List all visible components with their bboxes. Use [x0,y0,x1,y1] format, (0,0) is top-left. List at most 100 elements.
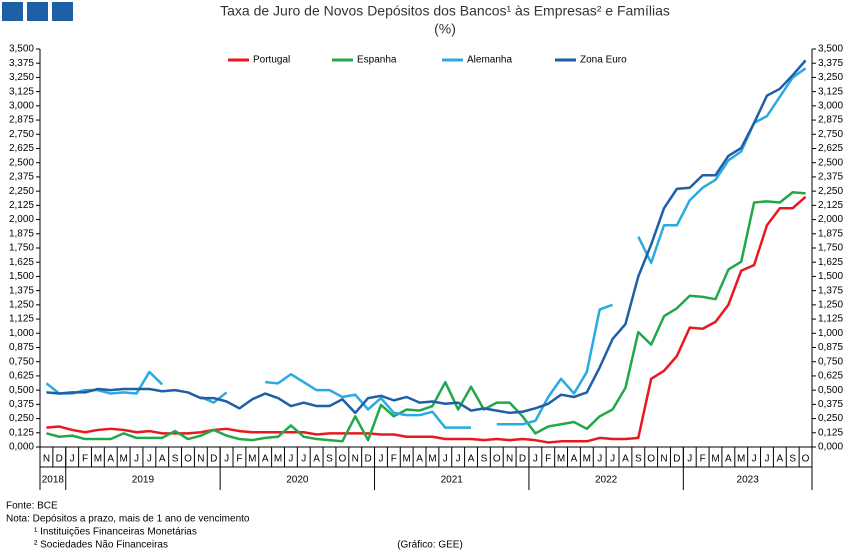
y2-tick-label: 3,500 [818,44,843,55]
y2-tick-label: 2,625 [818,143,843,154]
y-tick-label: 0,750 [9,356,34,367]
x-tick-label: A [313,454,320,465]
series-line [45,67,807,429]
x-tick-label: A [159,454,166,465]
y2-tick-label: 1,875 [818,228,843,239]
year-label: 2020 [286,475,309,486]
x-tick-label: M [428,454,436,465]
y2-tick-label: 1,375 [818,285,843,296]
note: ¹ Instituições Financeiras Monetárias [34,527,197,538]
y2-tick-label: 0,500 [818,385,843,396]
x-tick-label: S [481,454,488,465]
y-tick-label: 3,000 [9,100,34,111]
y2-tick-label: 2,250 [818,186,843,197]
y2-tick-label: 2,000 [818,214,843,225]
y2-tick-label: 2,875 [818,115,843,126]
x-tick-label: J [70,454,75,465]
y-tick-label: 2,875 [9,115,34,126]
y-tick-label: 2,625 [9,143,34,154]
x-tick-label: J [147,454,152,465]
y-tick-label: 3,500 [9,44,34,55]
x-tick-label: J [456,454,461,465]
x-tick-label: M [274,454,282,465]
x-tick-label: J [443,454,448,465]
x-tick-label: D [210,454,217,465]
y-tick-label: 0,250 [9,413,34,424]
y2-tick-label: 0,375 [818,399,843,410]
note: ² Sociedades Não Financeiras [34,540,168,551]
x-tick-label: J [224,454,229,465]
year-label: 2022 [595,475,618,486]
x-tick-label: D [364,454,371,465]
credit: (Gráfico: GEE) [397,540,463,551]
y-tick-label: 2,125 [9,200,34,211]
x-tick-label: D [519,454,526,465]
note: Nota: Depósitos a prazo, mais de 1 ano d… [6,514,250,525]
y-tick-label: 2,375 [9,172,34,183]
y2-tick-label: 1,500 [818,271,843,282]
y-tick-label: 2,000 [9,214,34,225]
x-tick-label: M [248,454,256,465]
logo-block [2,2,23,21]
x-tick-label: A [725,454,732,465]
x-tick-label: A [776,454,783,465]
y-tick-label: 0,375 [9,399,34,410]
y-tick-label: 3,125 [9,86,34,97]
legend-label: Portugal [253,55,290,66]
x-tick-label: N [197,454,204,465]
legend-label: Zona Euro [580,55,627,66]
y-tick-label: 0,875 [9,342,34,353]
x-tick-label: M [711,454,719,465]
y-tick-label: 2,250 [9,186,34,197]
series-line [46,59,807,415]
chart-subtitle: (%) [434,21,456,37]
x-tick-label: M [403,454,411,465]
y-tick-label: 1,125 [9,314,34,325]
x-tick-label: O [338,454,346,465]
x-tick-label: A [107,454,114,465]
x-tick-label: S [172,454,179,465]
x-tick-label: A [468,454,475,465]
y2-tick-label: 0,250 [818,413,843,424]
y2-tick-label: 3,250 [818,72,843,83]
x-tick-label: J [378,454,383,465]
note: Fonte: BCE [6,501,58,512]
x-tick-label: N [506,454,513,465]
y-tick-label: 3,250 [9,72,34,83]
x-tick-label: O [184,454,192,465]
x-tick-label: N [43,454,50,465]
x-tick-label: S [789,454,796,465]
y2-tick-label: 1,625 [818,257,843,268]
x-tick-label: A [262,454,269,465]
y2-tick-label: 1,000 [818,328,843,339]
x-tick-label: O [802,454,810,465]
x-tick-label: D [56,454,63,465]
y2-tick-label: 0,750 [818,356,843,367]
y2-tick-label: 3,125 [818,86,843,97]
y2-tick-label: 1,125 [818,314,843,325]
x-tick-label: M [119,454,127,465]
y-tick-label: 1,875 [9,228,34,239]
y-tick-label: 1,375 [9,285,34,296]
x-tick-label: J [610,454,615,465]
series-line [46,191,806,443]
x-tick-label: A [416,454,423,465]
x-tick-label: S [635,454,642,465]
y2-tick-label: 0,625 [818,371,843,382]
year-label: 2018 [42,475,65,486]
y-tick-label: 0,500 [9,385,34,396]
x-tick-label: J [301,454,306,465]
x-tick-label: O [647,454,655,465]
x-tick-label: N [352,454,359,465]
x-tick-label: J [597,454,602,465]
year-label: 2023 [737,475,760,486]
x-tick-label: J [687,454,692,465]
chart-title: Taxa de Juro de Novos Depósitos dos Banc… [220,3,670,19]
x-tick-label: F [700,454,706,465]
y2-tick-label: 2,750 [818,129,843,140]
x-tick-label: M [737,454,745,465]
x-tick-label: A [571,454,578,465]
year-label: 2019 [132,475,155,486]
x-tick-label: O [493,454,501,465]
